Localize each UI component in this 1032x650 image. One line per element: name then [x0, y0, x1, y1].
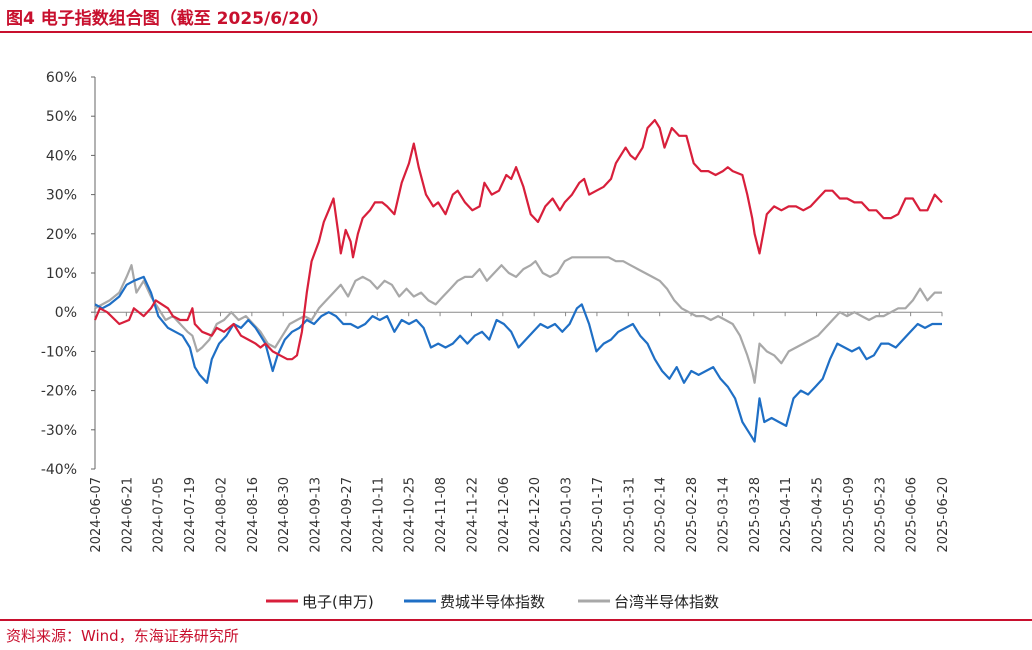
source-note: 资料来源：Wind，东海证券研究所: [6, 627, 239, 645]
x-tick-label: 2025-05-23: [873, 477, 888, 553]
line-chart: 60% 50% 40% 30% 20% 10% 0% -10% -20% -30% -40% 202…: [41, 70, 951, 611]
y-tick-label: 60%: [46, 70, 77, 86]
y-tick-label: 20%: [46, 227, 77, 243]
y-tick-label: -20%: [41, 384, 77, 400]
footer-rule: [0, 619, 1032, 621]
x-tick-label: 2024-10-11: [371, 477, 386, 553]
x-tick-label: 2025-04-25: [811, 477, 826, 553]
x-tick-label: 2025-02-28: [685, 477, 700, 553]
x-tick-label: 2024-06-21: [120, 477, 135, 553]
legend-label-1: 费城半导体指数: [440, 593, 545, 611]
y-tick-label: 50%: [46, 109, 77, 125]
y-tick-label: 0%: [55, 305, 77, 321]
x-tick-label: 2024-11-22: [465, 477, 480, 553]
x-tick-label: 2024-11-08: [434, 477, 449, 553]
y-tick-label: 30%: [46, 188, 77, 204]
x-tick-label: 2025-01-31: [622, 477, 637, 553]
x-tick-label: 2025-06-06: [905, 477, 920, 553]
x-tick-label: 2025-02-14: [654, 477, 669, 553]
x-tick-label: 2025-01-17: [591, 477, 606, 553]
y-tick-label: -30%: [41, 423, 77, 439]
series-line-0: [93, 119, 943, 361]
x-tick-label: 2024-06-07: [89, 477, 104, 553]
y-axis: 60% 50% 40% 30% 20% 10% 0% -10% -20% -30% -40%: [41, 70, 96, 478]
x-tick-label: 2024-08-16: [246, 477, 261, 553]
x-tick-label: 2024-09-27: [340, 477, 355, 553]
series-group: [93, 119, 943, 443]
series-line-1: [94, 275, 942, 443]
x-tick-label: 2025-03-28: [748, 477, 763, 553]
series-line-2: [94, 256, 942, 384]
x-tick-label: 2025-05-09: [842, 477, 857, 553]
x-tick-label: 2024-08-30: [277, 477, 292, 553]
header-rule: [0, 31, 1032, 33]
legend: 电子(申万) 费城半导体指数 台湾半导体指数: [266, 593, 719, 611]
x-tick-label: 2024-07-05: [152, 477, 167, 553]
x-tick-label: 2025-04-11: [779, 477, 794, 553]
legend-label-0: 电子(申万): [302, 593, 374, 611]
legend-label-2: 台湾半导体指数: [614, 593, 719, 611]
x-tick-label: 2025-01-03: [560, 477, 575, 553]
x-tick-label: 2025-03-14: [716, 477, 731, 553]
y-tick-label: 40%: [46, 148, 77, 164]
y-tick-label: -10%: [41, 344, 77, 360]
x-tick-label: 2024-07-19: [183, 477, 198, 553]
y-tick-label: -40%: [41, 462, 77, 478]
y-tick-label: 10%: [46, 266, 77, 282]
x-tick-label: 2024-09-13: [309, 477, 324, 553]
figure-title: 图4 电子指数组合图（截至 2025/6/20）: [6, 9, 329, 29]
x-tick-label: 2024-12-06: [497, 477, 512, 553]
x-tick-label: 2025-06-20: [936, 477, 951, 553]
x-axis: 2024-06-07 2024-06-21 2024-07-05 2024-07-19…: [89, 311, 951, 553]
x-tick-label: 2024-12-20: [528, 477, 543, 553]
x-tick-label: 2024-10-25: [403, 477, 418, 553]
x-tick-label: 2024-08-02: [214, 477, 229, 553]
